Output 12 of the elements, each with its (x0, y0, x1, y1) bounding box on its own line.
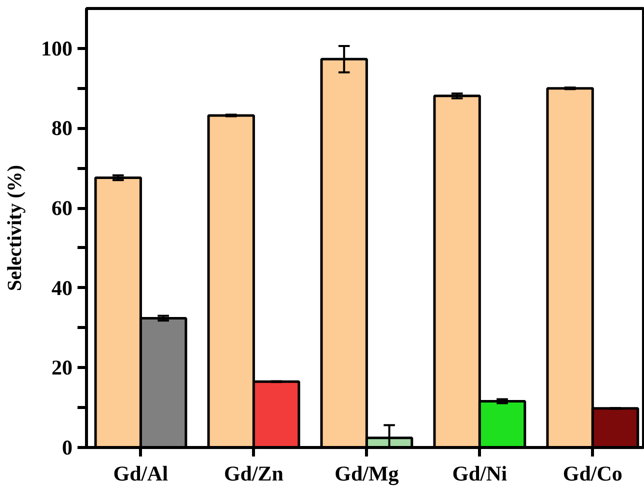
x-tick-label: Gd/Mg (334, 462, 400, 486)
y-tick-label: 40 (52, 276, 72, 300)
x-tick-label: Gd/Co (562, 462, 622, 486)
y-tick-label: 20 (52, 356, 72, 380)
x-tick-label: Gd/Zn (224, 462, 284, 486)
x-tick-label: Gd/Al (113, 462, 168, 486)
y-tick-label: 80 (52, 116, 72, 140)
y-tick-label: 0 (62, 436, 72, 460)
y-tick-label: 60 (52, 196, 72, 220)
y-tick-label: 100 (41, 36, 72, 60)
x-tick-label: Gd/Ni (452, 462, 508, 486)
y-axis-title: Selectivity (%) (4, 164, 26, 292)
